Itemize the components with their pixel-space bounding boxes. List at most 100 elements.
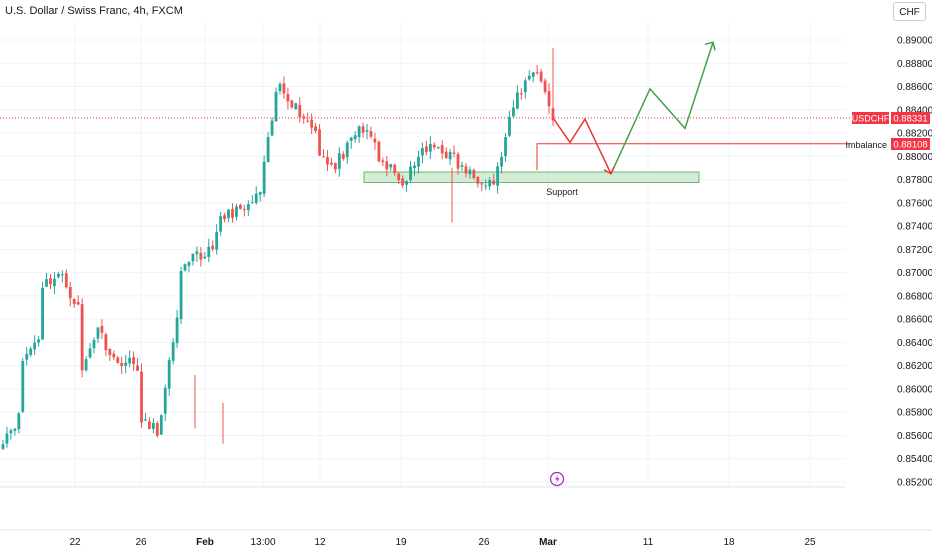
candle xyxy=(104,332,108,357)
candle xyxy=(13,427,17,436)
candle xyxy=(341,151,345,161)
candle xyxy=(132,351,135,371)
candle xyxy=(88,343,92,359)
candle xyxy=(136,358,139,371)
vertical-gridlines xyxy=(74,22,811,487)
projection-down-path[interactable] xyxy=(552,117,612,175)
candle xyxy=(480,181,484,192)
candle xyxy=(53,271,56,295)
candle xyxy=(452,145,456,158)
candle xyxy=(302,113,306,124)
candle xyxy=(80,298,84,378)
imbalance-line[interactable] xyxy=(536,143,850,171)
chart-title: U.S. Dollar / Swiss Franc, 4h, FXCM xyxy=(5,5,183,17)
candle xyxy=(37,335,41,347)
candle xyxy=(314,123,317,134)
candle xyxy=(345,140,349,164)
x-tick-label: 25 xyxy=(804,537,816,548)
x-tick-label: 19 xyxy=(395,537,407,548)
y-tick-label: 0.87400 xyxy=(897,222,932,233)
y-tick-label: 0.88800 xyxy=(897,59,932,70)
candle xyxy=(207,238,211,263)
y-tick-label: 0.88400 xyxy=(897,105,932,116)
currency-button[interactable]: CHF xyxy=(893,2,926,21)
candle xyxy=(183,263,187,272)
y-tick-label: 0.85800 xyxy=(897,408,932,419)
y-tick-label: 0.86200 xyxy=(897,361,932,372)
candle xyxy=(60,270,64,283)
time-axis[interactable]: 22 26 Feb 13:00 12 19 26 Mar 11 18 25 xyxy=(69,537,816,548)
candle xyxy=(417,150,420,174)
support-label: Support xyxy=(546,187,578,197)
imbalance-label: Imbalance xyxy=(845,140,887,150)
candle xyxy=(504,133,507,162)
price-axis[interactable]: 0.89000 0.88800 0.88600 0.88400 0.88200 0.880… xyxy=(897,36,932,489)
candle xyxy=(424,140,428,156)
candle xyxy=(413,161,416,176)
candle xyxy=(310,113,314,135)
candle xyxy=(72,298,76,308)
candle xyxy=(25,347,29,366)
projection-down-arrowhead xyxy=(603,166,615,175)
candle xyxy=(100,319,104,340)
candle xyxy=(29,346,33,357)
candle xyxy=(9,428,13,440)
candle xyxy=(179,266,183,325)
candle xyxy=(488,176,492,191)
candle xyxy=(92,337,96,354)
candle xyxy=(512,100,515,118)
candle xyxy=(64,269,68,289)
candle xyxy=(361,122,365,138)
candle xyxy=(278,81,282,95)
candle xyxy=(357,125,361,143)
candle xyxy=(448,148,452,165)
y-tick-label: 0.88000 xyxy=(897,152,932,163)
candle xyxy=(274,87,278,122)
candle xyxy=(223,212,226,223)
candle xyxy=(159,414,163,435)
candle xyxy=(377,140,381,163)
x-tick-label: 11 xyxy=(643,537,654,548)
x-tick-label: 26 xyxy=(478,537,490,548)
candle xyxy=(211,240,215,252)
candle xyxy=(266,131,270,163)
candle xyxy=(464,163,468,178)
candle xyxy=(68,282,72,307)
candle xyxy=(45,272,48,287)
candle xyxy=(155,421,159,438)
support-zone[interactable] xyxy=(363,171,700,183)
candle xyxy=(151,418,155,434)
candle xyxy=(21,357,25,414)
y-tick-label: 0.86800 xyxy=(897,291,932,302)
candle xyxy=(282,76,286,99)
candle xyxy=(440,140,444,160)
y-tick-label: 0.86400 xyxy=(897,338,932,349)
candle xyxy=(49,274,52,290)
candle xyxy=(286,87,290,110)
symbol-price-tag: USDCHF 0.88331 xyxy=(852,112,930,125)
candle xyxy=(389,163,393,171)
y-tick-label: 0.87000 xyxy=(897,268,932,279)
candle xyxy=(191,253,195,266)
candle xyxy=(306,112,310,123)
candle xyxy=(496,162,500,194)
projection-up-arrowhead xyxy=(704,41,716,51)
candle xyxy=(365,123,369,140)
candle xyxy=(215,224,219,255)
candle xyxy=(318,124,321,157)
projection-up-path[interactable] xyxy=(610,42,714,175)
lightning-icon[interactable] xyxy=(549,471,565,487)
candle xyxy=(5,426,9,448)
y-tick-label: 0.85600 xyxy=(897,431,932,442)
y-tick-label: 0.86600 xyxy=(897,315,932,326)
candle xyxy=(373,132,377,150)
candle xyxy=(246,200,250,216)
candle xyxy=(519,88,523,100)
candle xyxy=(349,136,353,149)
y-tick-label: 0.88600 xyxy=(897,82,932,93)
candle xyxy=(262,155,266,197)
candle xyxy=(33,335,37,356)
current-price-value: 0.88331 xyxy=(893,114,927,125)
candle xyxy=(112,350,116,361)
